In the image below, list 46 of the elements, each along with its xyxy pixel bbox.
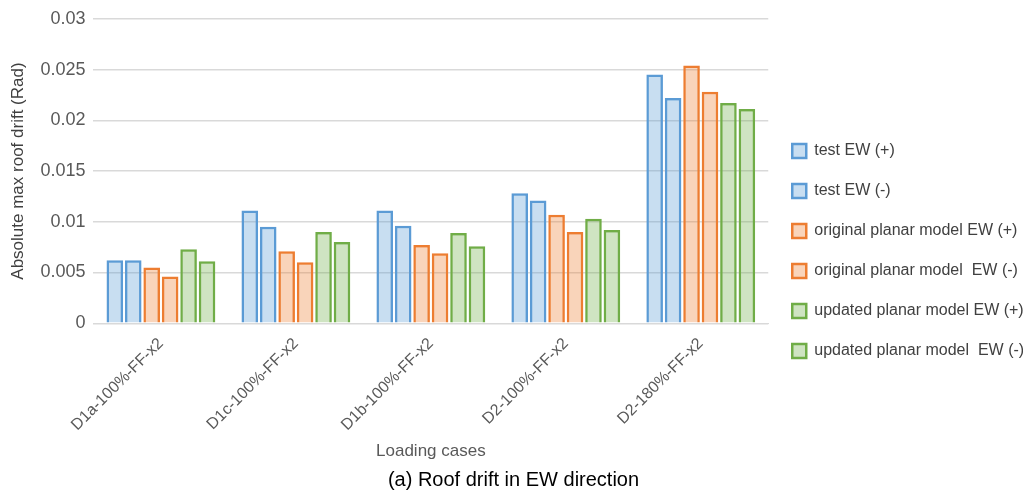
y-tick-label: 0.01: [50, 210, 86, 231]
bar: [161, 276, 179, 323]
bar: [701, 91, 719, 323]
bar: [683, 65, 700, 323]
legend-label: updated planar model EW (-): [814, 341, 1025, 359]
bar: [738, 109, 756, 323]
bar: [241, 210, 259, 323]
y-tick-label: 0.03: [50, 7, 86, 28]
y-tick-label: 0.025: [40, 58, 86, 79]
text: (a) Roof drift in EW direction: [387, 467, 640, 490]
bar: [585, 218, 602, 323]
bar: [511, 193, 528, 323]
bar: [278, 251, 295, 323]
bar: [431, 253, 449, 323]
y-tick-label: 0: [75, 312, 86, 333]
y-tick-label: 0.02: [50, 109, 86, 130]
bar: [198, 261, 216, 323]
bar: [603, 229, 621, 323]
legend-label: original planar model EW (-): [814, 261, 1018, 279]
bar: [333, 242, 351, 323]
bar: [124, 260, 142, 323]
legend-label: updated planar model EW (+): [814, 301, 1024, 319]
y-axis-title: Absolute max roof drift (Rad): [7, 62, 27, 280]
bar: [664, 97, 682, 323]
bar: [296, 262, 314, 323]
legend-label: original planar model EW (+): [814, 221, 1018, 239]
bar: [450, 232, 467, 323]
bar: [180, 249, 197, 323]
bar: [720, 103, 737, 323]
bar: [468, 246, 486, 323]
bar: [376, 210, 394, 323]
bar: [394, 225, 412, 323]
bar: [413, 245, 430, 323]
bar: [646, 74, 663, 323]
bar: [106, 260, 124, 323]
bar: [548, 214, 565, 323]
x-axis-title: Loading cases: [376, 441, 486, 461]
y-tick-label: 0.015: [40, 160, 86, 180]
bar: [315, 231, 332, 323]
bar: [143, 267, 160, 323]
y-tick-label: 0.005: [40, 261, 86, 282]
bar: [566, 231, 584, 323]
legend-label: test EW (+): [814, 141, 895, 159]
bar: [259, 226, 277, 323]
bar: [529, 200, 547, 323]
legend-label: test EW (-): [814, 181, 891, 199]
